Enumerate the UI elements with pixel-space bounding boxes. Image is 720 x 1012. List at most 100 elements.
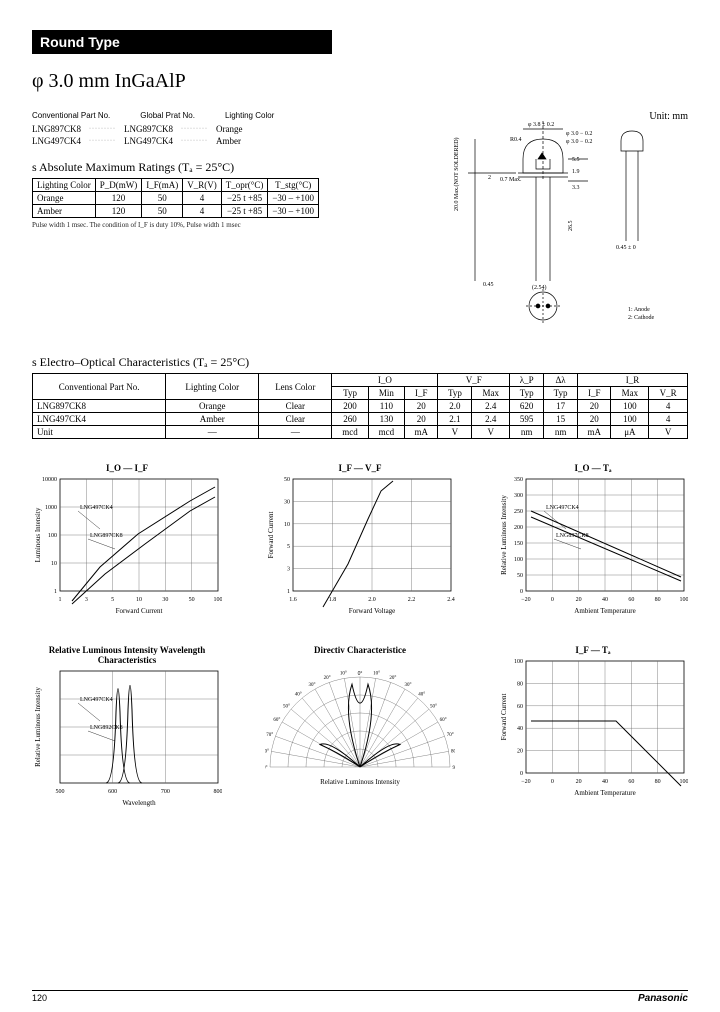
svg-text:80: 80 [655, 597, 661, 603]
svg-text:80°: 80° [451, 749, 455, 754]
svg-text:3.3: 3.3 [572, 185, 580, 191]
svg-text:90°: 90° [453, 766, 456, 771]
part-row: LNG897CK8·········LNG897CK8·········Oran… [32, 124, 408, 134]
svg-text:40: 40 [602, 779, 608, 785]
svg-text:Relative Luminous Intensity: Relative Luminous Intensity [34, 687, 42, 767]
svg-text:3: 3 [85, 597, 88, 603]
svg-text:20°: 20° [389, 676, 396, 681]
svg-text:Forward Voltage: Forward Voltage [349, 607, 396, 615]
svg-text:LNG897CK8: LNG897CK8 [90, 533, 123, 539]
svg-text:600: 600 [108, 789, 117, 795]
svg-text:10°: 10° [373, 671, 380, 676]
svg-text:−20: −20 [521, 779, 530, 785]
svg-text:150: 150 [514, 541, 523, 547]
svg-text:30: 30 [162, 597, 168, 603]
svg-text:LNG497CK4: LNG497CK4 [80, 505, 113, 511]
footer: 120 Panasonic [32, 990, 688, 1004]
svg-text:90°: 90° [265, 766, 268, 771]
svg-text:30: 30 [284, 499, 290, 505]
svg-text:0: 0 [520, 589, 523, 595]
svg-text:LNG897CK8: LNG897CK8 [556, 533, 589, 539]
svg-text:60: 60 [628, 597, 634, 603]
svg-text:60°: 60° [440, 718, 447, 723]
svg-text:2.4: 2.4 [447, 597, 455, 603]
svg-text:10: 10 [136, 597, 142, 603]
svg-text:1.8: 1.8 [329, 597, 337, 603]
svg-text:40: 40 [517, 726, 523, 732]
section-header: Round Type [32, 30, 332, 54]
svg-text:−20: −20 [521, 597, 530, 603]
svg-text:50: 50 [284, 477, 290, 483]
svg-text:0°: 0° [358, 671, 363, 677]
svg-text:Forward Current: Forward Current [267, 512, 275, 559]
svg-text:200: 200 [514, 525, 523, 531]
svg-text:1: Anode: 1: Anode [628, 307, 650, 313]
svg-text:Forward Current: Forward Current [500, 694, 508, 741]
svg-text:LNG892CK8: LNG892CK8 [90, 725, 123, 731]
svg-text:0: 0 [551, 597, 554, 603]
chart-c5: Directiv Characteristice10°10°20°20°30°3… [265, 645, 455, 807]
svg-text:100: 100 [680, 597, 689, 603]
svg-text:2.2: 2.2 [408, 597, 416, 603]
chart-c4: Relative Luminous Intensity Wavelength C… [32, 645, 222, 807]
svg-text:50°: 50° [283, 704, 290, 709]
svg-text:80: 80 [655, 779, 661, 785]
svg-text:800: 800 [214, 789, 223, 795]
svg-text:50: 50 [189, 597, 195, 603]
svg-text:5: 5 [287, 544, 290, 550]
svg-text:5: 5 [111, 597, 114, 603]
page-number: 120 [32, 993, 47, 1004]
svg-text:100: 100 [514, 557, 523, 563]
svg-text:(2.54): (2.54) [532, 284, 547, 291]
eo-table: Conventional Part No.Lighting ColorLens … [32, 373, 688, 439]
svg-text:30°: 30° [405, 683, 412, 688]
svg-text:1: 1 [59, 597, 62, 603]
svg-text:1: 1 [287, 589, 290, 595]
svg-text:Forward Current: Forward Current [116, 607, 163, 615]
svg-text:20: 20 [576, 779, 582, 785]
svg-text:80: 80 [517, 681, 523, 687]
svg-text:Relative Luminous Intensity: Relative Luminous Intensity [500, 495, 508, 575]
svg-text:20: 20 [517, 749, 523, 755]
svg-text:0: 0 [520, 771, 523, 777]
svg-text:LNG497CK4: LNG497CK4 [546, 505, 579, 511]
svg-text:10: 10 [51, 561, 57, 567]
svg-text:70°: 70° [266, 733, 273, 738]
parts-header: Conventional Part No. Global Prat No. Li… [32, 111, 408, 120]
svg-text:Luminous Intensity: Luminous Intensity [34, 507, 42, 562]
svg-text:100: 100 [214, 597, 223, 603]
abs-max-table: Lighting ColorP_D(mW)I_F(mA)V_R(V)T_opr(… [32, 178, 319, 218]
svg-text:350: 350 [514, 477, 523, 483]
svg-text:3: 3 [287, 567, 290, 573]
svg-text:φ 3.0 − 0.2: φ 3.0 − 0.2 [566, 139, 592, 145]
svg-text:Wavelength: Wavelength [122, 799, 156, 807]
mechanical-diagram: Unit: mm [428, 111, 688, 341]
svg-text:50°: 50° [430, 704, 437, 709]
svg-text:40°: 40° [418, 692, 425, 697]
svg-text:LNG497CK4: LNG497CK4 [80, 697, 113, 703]
chart-c3: I_O — Tₐ−2002040608010005010015020025030… [498, 463, 688, 615]
svg-text:5.5: 5.5 [572, 157, 580, 163]
svg-text:φ 3.8 ± 0.2: φ 3.8 ± 0.2 [528, 122, 554, 128]
svg-text:250: 250 [514, 509, 523, 515]
svg-text:0: 0 [551, 779, 554, 785]
svg-text:Ambient Temperature: Ambient Temperature [574, 607, 635, 615]
svg-text:R0.4: R0.4 [510, 137, 522, 143]
parts-col2: Global Prat No. [140, 111, 195, 120]
parts-col1: Conventional Part No. [32, 111, 110, 120]
chart-c1: I_O — I_F135103050100110100100010000LNG4… [32, 463, 222, 615]
svg-text:80°: 80° [265, 749, 269, 754]
abs-max-title: s Absolute Maximum Ratings (Tₐ = 25°C) [32, 160, 408, 175]
abs-note: Pulse width 1 msec. The condition of I_F… [32, 221, 408, 229]
svg-text:0.45: 0.45 [483, 282, 494, 288]
chart-c2: I_F — V_F1.61.82.02.22.4135103050Forward… [265, 463, 455, 615]
svg-text:100: 100 [680, 779, 689, 785]
brand-logo: Panasonic [638, 993, 688, 1004]
svg-text:Relative Luminous Intensity: Relative Luminous Intensity [320, 778, 400, 786]
part-row: LNG497CK4·········LNG497CK4·········Ambe… [32, 136, 408, 146]
svg-text:1.6: 1.6 [289, 597, 297, 603]
svg-text:100: 100 [48, 533, 57, 539]
unit-label: Unit: mm [649, 111, 688, 122]
svg-text:40: 40 [602, 597, 608, 603]
svg-text:500: 500 [56, 789, 65, 795]
